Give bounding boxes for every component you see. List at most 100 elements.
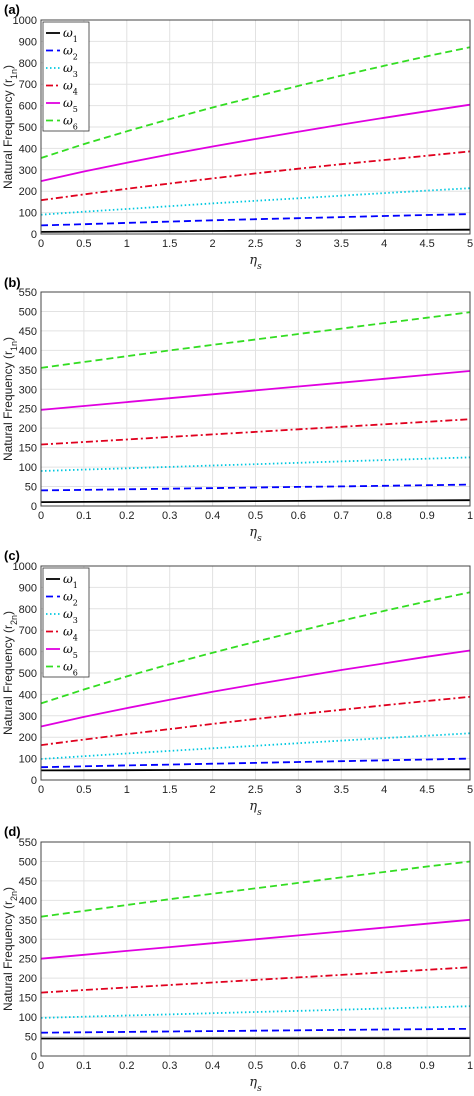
legend-entry-sub: 1 [73, 35, 78, 44]
y-tick-label: 200 [19, 186, 37, 198]
legend-entry-sub: 5 [73, 651, 78, 660]
y-tick-label: 150 [19, 993, 37, 1005]
series-line-omega-5 [40, 918, 471, 960]
y-tick-label: 450 [19, 876, 37, 888]
series-line-omega-6 [40, 311, 471, 369]
y-tick-label: 550 [19, 287, 37, 299]
x-tick-label: 0.2 [119, 510, 134, 522]
x-tick-label: 2.5 [248, 784, 263, 796]
y-tick-label: 550 [19, 837, 37, 849]
y-tick-label: 0 [31, 775, 37, 787]
y-axis-label-end: ) [1, 337, 15, 341]
legend-entry-sub: 1 [73, 581, 78, 590]
series-line-omega-4 [40, 150, 471, 202]
x-axis-label-sub: s [257, 534, 262, 544]
legend-entry-name: ω [63, 590, 73, 604]
x-tick-label: 0.9 [419, 1060, 434, 1072]
x-tick-label: 0 [38, 510, 44, 522]
series-line-omega-2 [40, 483, 471, 492]
x-tick-label: 0.6 [291, 510, 306, 522]
y-tick-label: 400 [19, 143, 37, 155]
x-axis-label-main: η [249, 525, 257, 540]
legend-entry-omega-3: ω3 [63, 61, 78, 79]
y-tick-label: 0 [31, 501, 37, 513]
x-axis-label-sub: s [257, 262, 262, 272]
series-line-omega-4 [40, 418, 471, 446]
y-axis-label: Natural Frequency (r1n) [1, 337, 19, 461]
legend-entry-name: ω [63, 44, 73, 58]
series-line-omega-5 [40, 370, 471, 411]
legend-entry-name: ω [63, 660, 73, 674]
legend-entry-name: ω [63, 607, 73, 621]
plot-frame [40, 565, 471, 781]
legend-entry-name: ω [63, 61, 73, 75]
chart-panel-3: 0 0.5 1 1.5 2 2.5 3 3.5 4 4.5 5 0 100 200 300 400 500 600… [1, 548, 473, 818]
y-tick-label: 350 [19, 365, 37, 377]
series-line-omega-1 [40, 499, 471, 503]
y-tick-label: 200 [19, 732, 37, 744]
x-tick-label: 0.7 [334, 1060, 349, 1072]
y-tick-label: 800 [19, 58, 37, 70]
series-line-omega-4 [40, 695, 471, 746]
y-axis-label-main: Natural Frequency (r [1, 79, 15, 189]
panel-label: (c) [4, 548, 20, 563]
y-tick-label: 400 [19, 895, 37, 907]
x-tick-label: 1.5 [162, 784, 177, 796]
x-tick-label: 0.4 [205, 510, 220, 522]
x-tick-label: 0.5 [76, 784, 91, 796]
legend-entry-name: ω [63, 642, 73, 656]
y-axis-label-end: ) [1, 887, 15, 891]
series-line-omega-5 [40, 103, 471, 182]
legend-entry-omega-6: ω6 [63, 114, 78, 132]
y-tick-label: 600 [19, 101, 37, 113]
x-tick-label: 0.5 [248, 1060, 263, 1072]
x-tick-label: 5 [467, 238, 473, 250]
y-tick-label: 100 [19, 462, 37, 474]
y-tick-label: 700 [19, 625, 37, 637]
panel-label: (a) [4, 2, 20, 17]
legend-box [42, 21, 90, 132]
x-tick-label: 2.5 [248, 238, 263, 250]
x-tick-label: 0 [38, 784, 44, 796]
x-tick-label: 1 [124, 784, 130, 796]
x-tick-label: 4.5 [419, 784, 434, 796]
x-tick-label: 1 [467, 1060, 473, 1072]
x-tick-label: 0.5 [248, 510, 263, 522]
y-tick-label: 300 [19, 934, 37, 946]
legend-entry-sub: 2 [73, 598, 78, 607]
y-tick-label: 0 [31, 1051, 37, 1063]
y-tick-label: 400 [19, 689, 37, 701]
chart-panel-2: 0 0.1 0.2 0.3 0.4 0.5 0.6 0.7 0.8 0.9 1 0 50 100 150 20… [1, 275, 473, 544]
x-tick-label: 3.5 [334, 784, 349, 796]
y-tick-label: 500 [19, 122, 37, 134]
y-axis-label-main: Natural Frequency (r [1, 351, 15, 461]
x-tick-label: 0.3 [162, 510, 177, 522]
x-tick-label: 3 [295, 784, 301, 796]
plot-frame [40, 19, 471, 235]
legend-entry-sub: 4 [73, 87, 78, 96]
chart-panel-4: 0 0.1 0.2 0.3 0.4 0.5 0.6 0.7 0.8 0.9 1 0 50 100 150 20… [1, 824, 473, 1094]
x-tick-label: 4 [381, 238, 387, 250]
legend-entry-sub: 6 [73, 668, 78, 677]
x-tick-label: 0.9 [419, 510, 434, 522]
y-tick-label: 150 [19, 443, 37, 455]
y-tick-label: 200 [19, 423, 37, 435]
y-tick-label: 300 [19, 384, 37, 396]
x-tick-label: 0 [38, 238, 44, 250]
legend-entry-name: ω [63, 114, 73, 128]
legend-entry-sub: 6 [73, 122, 78, 131]
legend-entry-name: ω [63, 96, 73, 110]
series-line-omega-1 [40, 768, 471, 772]
y-tick-label: 500 [19, 856, 37, 868]
x-axis-label-main: η [249, 799, 257, 814]
y-axis-label-sub: 2n [9, 891, 19, 901]
y-tick-label: 600 [19, 647, 37, 659]
x-axis-label: ηs [249, 799, 262, 818]
x-tick-label: 0.4 [205, 1060, 220, 1072]
legend-entry-name: ω [63, 79, 73, 93]
legend-box [42, 567, 90, 678]
chart-panel-1: 0 0.5 1 1.5 2 2.5 3 3.5 4 4.5 5 0 100 200 300 400 500 600… [1, 2, 473, 272]
